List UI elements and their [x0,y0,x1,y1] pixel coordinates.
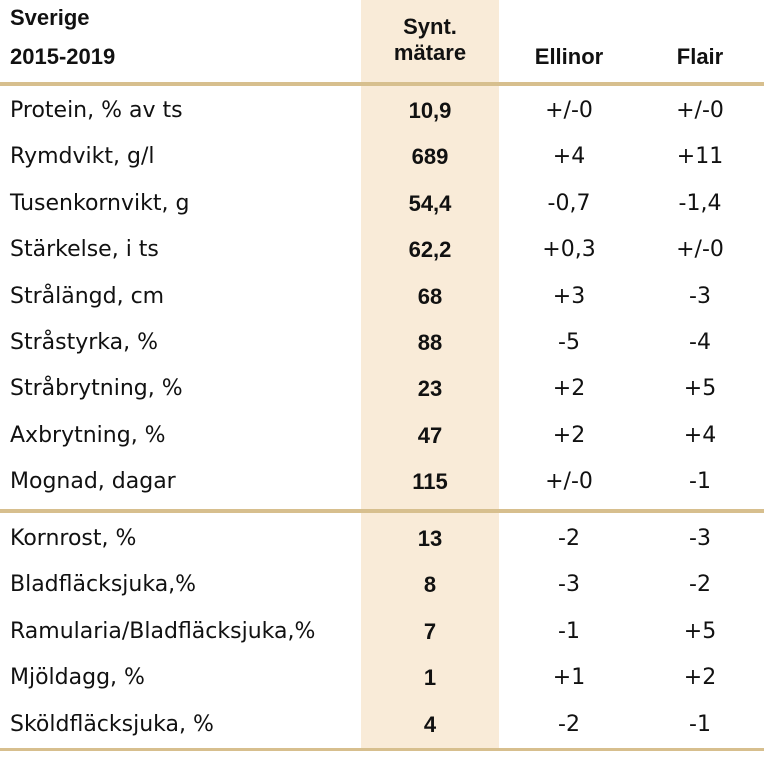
row-value-flair: +11 [676,144,724,169]
row-label: Tusenkornvikt, g [10,191,190,216]
row-value-flair: -4 [689,330,711,355]
row-value-flair: +5 [683,376,717,401]
table-row: Stråbrytning, % 23 +2 +5 [0,366,764,412]
table-row: Axbrytning, % 47 +2 +4 [0,413,764,459]
table-row: Rymdvikt, g/l 689 +4 +11 [0,134,764,180]
row-value-ellinor: +4 [552,144,586,169]
row-value-flair: +2 [683,665,717,690]
row-label: Bladfläcksjuka,% [10,572,197,597]
row-label: Stråbrytning, % [10,376,183,401]
row-value-synt: 4 [423,712,437,737]
column-header-ellinor: Ellinor [534,44,604,69]
row-value-synt: 689 [411,144,449,169]
table-row: Strålängd, cm 68 +3 -3 [0,274,764,320]
column-header-synt-line2: mätare [393,40,467,65]
row-value-ellinor: -2 [558,712,580,737]
row-label: Protein, % av ts [10,98,183,123]
row-value-synt: 1 [423,665,437,690]
header-divider [0,82,764,86]
row-value-synt: 47 [417,423,443,448]
row-value-synt: 10,9 [408,98,452,123]
row-value-flair: -3 [689,284,711,309]
row-value-synt: 13 [417,526,443,551]
row-value-synt: 68 [417,284,443,309]
table-row: Bladfläcksjuka,% 8 -3 -2 [0,562,764,608]
row-value-synt: 62,2 [408,237,452,262]
row-label: Ramularia/Bladfläcksjuka,% [10,619,316,644]
section-divider [0,509,764,513]
row-value-flair: -1 [689,469,711,494]
table-row: Mognad, dagar 115 +/-0 -1 [0,459,764,505]
table-row: Stärkelse, i ts 62,2 +0,3 +/-0 [0,227,764,273]
column-header-synt-line1: Synt. [403,14,457,39]
row-value-flair: -1 [689,712,711,737]
row-label: Stärkelse, i ts [10,237,159,262]
row-value-flair: +/-0 [676,237,724,262]
row-label: Kornrost, % [10,526,137,551]
row-value-ellinor: +/-0 [545,469,593,494]
column-header-flair: Flair [676,44,724,69]
row-value-flair: -1,4 [678,191,722,216]
row-value-ellinor: -1 [558,619,580,644]
row-label: Strålängd, cm [10,284,165,309]
row-value-flair: +5 [683,619,717,644]
table-row: Tusenkornvikt, g 54,4 -0,7 -1,4 [0,181,764,227]
row-value-ellinor: +/-0 [545,98,593,123]
row-value-synt: 54,4 [408,191,452,216]
row-value-ellinor: -3 [558,572,580,597]
row-value-flair: -2 [689,572,711,597]
table-row: Stråstyrka, % 88 -5 -4 [0,320,764,366]
row-label: Rymdvikt, g/l [10,144,155,169]
row-value-synt: 23 [417,376,443,401]
table-title: Sverige [10,5,90,30]
row-label: Sköldfläcksjuka, % [10,712,214,737]
row-value-synt: 88 [417,330,443,355]
row-value-ellinor: -5 [558,330,580,355]
table-row: Mjöldagg, % 1 +1 +2 [0,655,764,701]
bottom-divider [0,748,764,751]
row-value-ellinor: -0,7 [547,191,591,216]
highlight-column [361,0,499,750]
row-value-ellinor: +0,3 [542,237,596,262]
table-row: Sköldfläcksjuka, % 4 -2 -1 [0,702,764,748]
column-header-synt: Synt. mätare [361,14,499,66]
table-row: Ramularia/Bladfläcksjuka,% 7 -1 +5 [0,609,764,655]
row-value-flair: +/-0 [676,98,724,123]
row-label: Axbrytning, % [10,423,166,448]
row-value-ellinor: -2 [558,526,580,551]
row-value-flair: +4 [683,423,717,448]
row-label: Stråstyrka, % [10,330,158,355]
row-value-ellinor: +2 [552,423,586,448]
row-value-synt: 7 [423,619,437,644]
table-row: Kornrost, % 13 -2 -3 [0,516,764,562]
table-period: 2015-2019 [10,44,116,69]
row-label: Mognad, dagar [10,469,176,494]
row-value-ellinor: +2 [552,376,586,401]
row-value-flair: -3 [689,526,711,551]
row-value-synt: 115 [412,469,448,494]
row-value-synt: 8 [423,572,437,597]
row-value-ellinor: +1 [552,665,586,690]
table-row: Protein, % av ts 10,9 +/-0 +/-0 [0,88,764,134]
row-label: Mjöldagg, % [10,665,145,690]
row-value-ellinor: +3 [552,284,586,309]
